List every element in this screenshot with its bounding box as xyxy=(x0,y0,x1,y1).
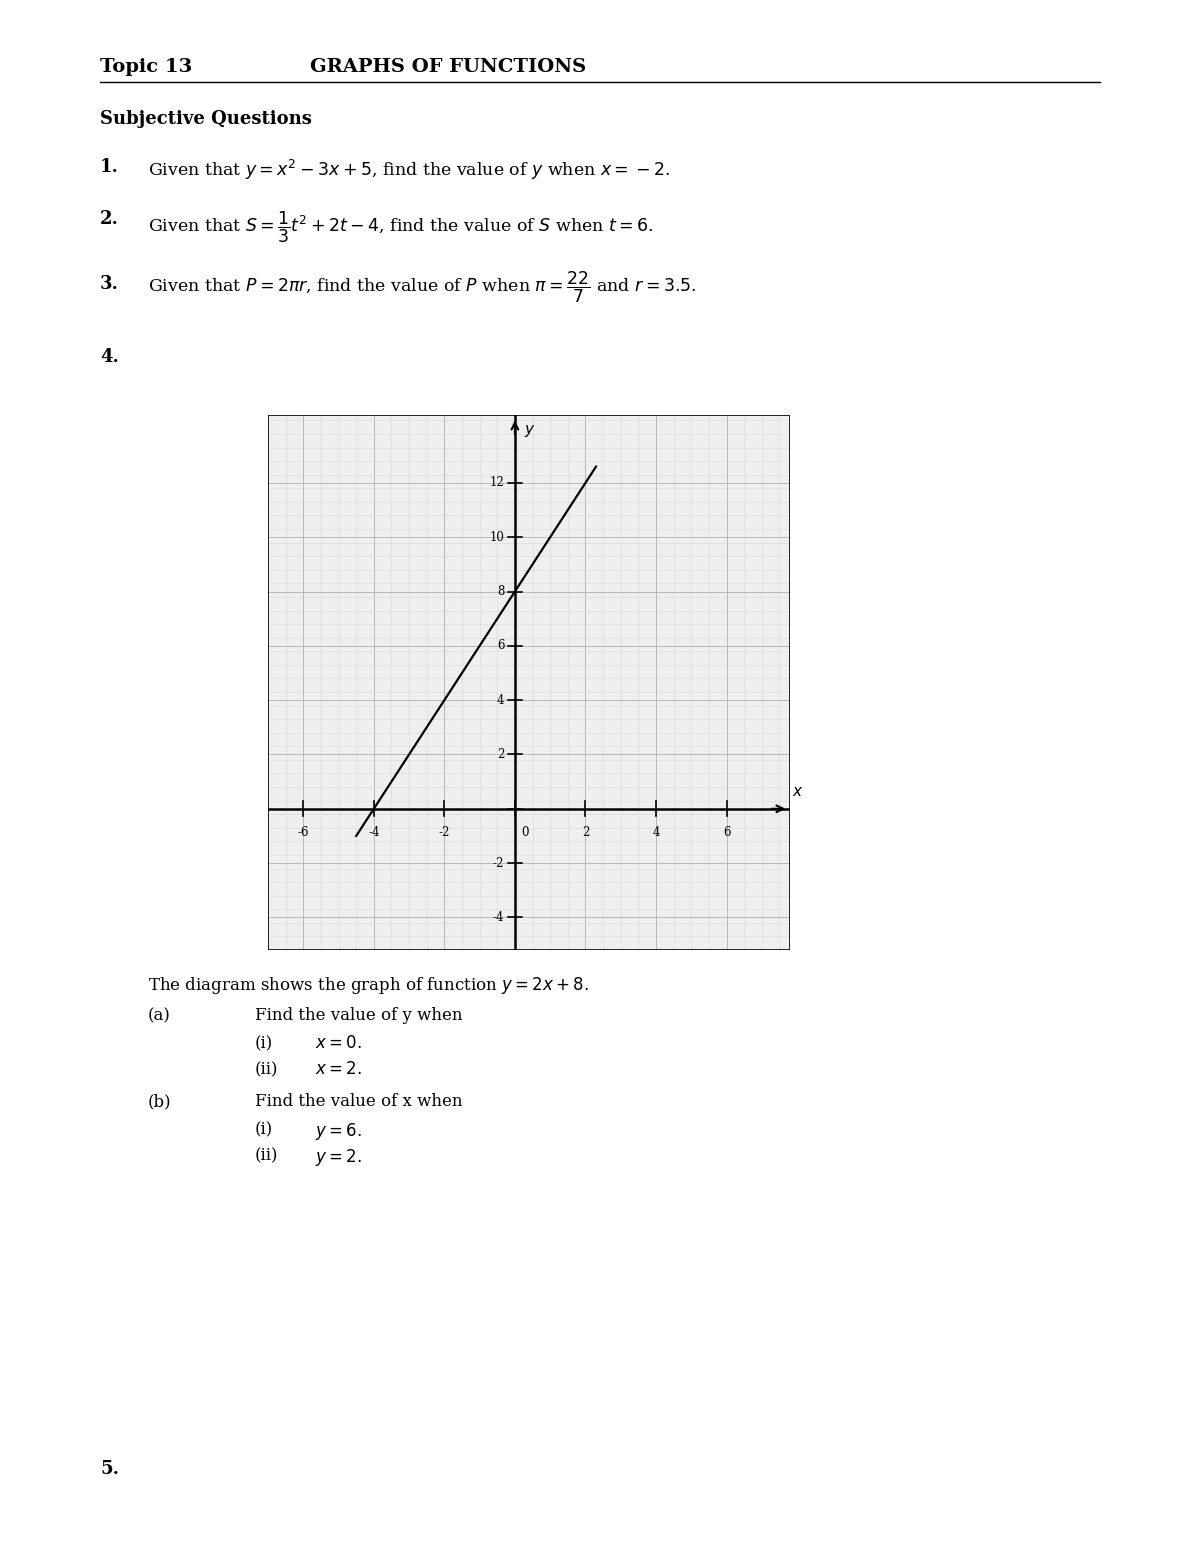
Text: Find the value of y when: Find the value of y when xyxy=(256,1006,462,1023)
Text: $y = 6$.: $y = 6$. xyxy=(314,1121,362,1141)
Text: (ii): (ii) xyxy=(256,1061,278,1078)
Text: 6: 6 xyxy=(497,640,504,652)
Text: $x = 2$.: $x = 2$. xyxy=(314,1061,362,1078)
Text: 1.: 1. xyxy=(100,158,119,175)
Text: (ii): (ii) xyxy=(256,1148,278,1165)
Text: 2.: 2. xyxy=(100,210,119,228)
Text: Find the value of x when: Find the value of x when xyxy=(256,1093,462,1110)
Text: 4: 4 xyxy=(497,694,504,707)
Text: Topic 13: Topic 13 xyxy=(100,57,192,76)
Text: -4: -4 xyxy=(368,826,379,840)
Text: -6: -6 xyxy=(298,826,310,840)
Text: 10: 10 xyxy=(490,531,504,544)
Text: $y$: $y$ xyxy=(523,422,535,439)
Text: 5.: 5. xyxy=(100,1460,119,1478)
Text: -2: -2 xyxy=(493,857,504,870)
Text: Given that $y = x^2 - 3x + 5$, find the value of $y$ when $x = -2$.: Given that $y = x^2 - 3x + 5$, find the … xyxy=(148,158,670,182)
Text: 2: 2 xyxy=(497,749,504,761)
Text: -4: -4 xyxy=(493,912,504,924)
Text: $y = 2$.: $y = 2$. xyxy=(314,1148,362,1168)
Text: GRAPHS OF FUNCTIONS: GRAPHS OF FUNCTIONS xyxy=(310,57,586,76)
Text: (b): (b) xyxy=(148,1093,172,1110)
Text: 3.: 3. xyxy=(100,275,119,294)
Bar xyxy=(268,415,790,950)
Text: (i): (i) xyxy=(256,1121,274,1138)
Text: 0: 0 xyxy=(521,826,529,840)
Text: $x = 0$.: $x = 0$. xyxy=(314,1034,362,1051)
Text: (i): (i) xyxy=(256,1034,274,1051)
Text: $x$: $x$ xyxy=(792,786,803,800)
Text: The diagram shows the graph of function $y = 2x + 8$.: The diagram shows the graph of function … xyxy=(148,975,589,995)
Text: 4.: 4. xyxy=(100,348,119,367)
Text: Subjective Questions: Subjective Questions xyxy=(100,110,312,127)
Text: 8: 8 xyxy=(497,585,504,598)
Text: 2: 2 xyxy=(582,826,589,840)
Text: -2: -2 xyxy=(439,826,450,840)
Text: Given that $S = \dfrac{1}{3}t^2 + 2t - 4$, find the value of $S$ when $t = 6$.: Given that $S = \dfrac{1}{3}t^2 + 2t - 4… xyxy=(148,210,654,245)
Text: 6: 6 xyxy=(722,826,731,840)
Text: (a): (a) xyxy=(148,1006,170,1023)
Text: 12: 12 xyxy=(490,477,504,489)
Text: Given that $P = 2\pi r$, find the value of $P$ when $\pi = \dfrac{22}{7}$ and $r: Given that $P = 2\pi r$, find the value … xyxy=(148,270,696,306)
Text: 4: 4 xyxy=(653,826,660,840)
